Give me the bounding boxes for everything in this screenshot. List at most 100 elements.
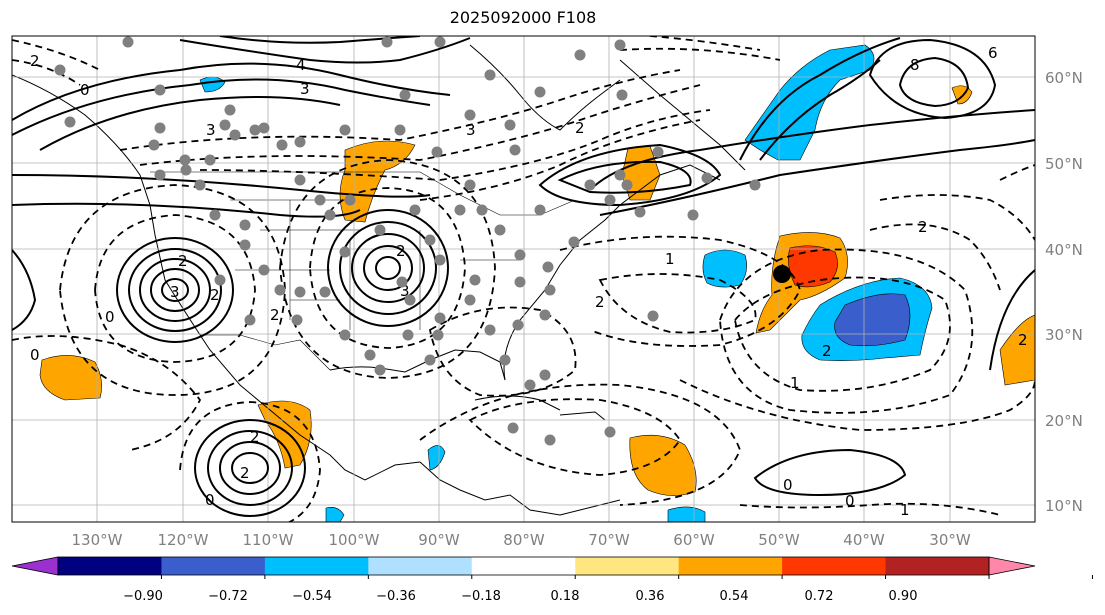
observation-dot: [454, 204, 466, 216]
hudson-bay: [469, 44, 621, 131]
contour-label: 0: [30, 346, 40, 364]
observation-dot: [499, 354, 511, 366]
colorbar-bin: [885, 557, 990, 575]
contour-label: 2: [240, 464, 250, 482]
observation-dot: [544, 434, 556, 446]
observation-dot: [402, 329, 414, 341]
dashed-contour-ne-1: [619, 47, 781, 61]
observation-dot: [647, 310, 659, 322]
observation-dot: [512, 319, 524, 331]
solid-contour-n4: [179, 37, 471, 64]
observation-dot: [534, 86, 546, 98]
lat-label: 30°N: [1045, 326, 1083, 344]
colorbar: [11, 556, 1093, 579]
lat-label: 60°N: [1045, 69, 1083, 87]
observation-dot: [374, 364, 386, 376]
observation-dot: [64, 116, 76, 128]
observation-dot: [494, 224, 506, 236]
observation-dot: [514, 276, 526, 288]
dashed-contour-atl-3: [734, 276, 951, 392]
dashed-contour-atl-2: [598, 273, 757, 334]
observation-dot: [749, 179, 761, 191]
contour-label: 3: [206, 121, 216, 139]
shade-darkblue-south-atlantic: [834, 293, 911, 347]
colorbar-extend-low: [11, 556, 59, 576]
observation-dot: [344, 194, 356, 206]
observation-dot: [381, 36, 393, 48]
shade-orange-caribbean: [629, 434, 697, 496]
observation-dot: [432, 329, 444, 341]
latitude-labels: 60°N 50°N 40°N 30°N 20°N 10°N: [1045, 69, 1083, 515]
observation-dot: [204, 154, 216, 166]
dashed-contour-atl-7: [869, 223, 1001, 291]
contour-label: 2: [270, 306, 280, 324]
observation-dot: [324, 209, 336, 221]
dashed-contour-caribbean-1: [468, 398, 682, 476]
lon-label: 110°W: [243, 531, 294, 549]
contour-label: 3: [300, 80, 310, 98]
contour-label: 2: [1018, 331, 1028, 349]
shade-blue-north-atlantic: [744, 44, 875, 161]
contour-label: 2: [210, 286, 220, 304]
dashed-contour-trough-1: [119, 69, 681, 151]
shade-orange-east-edge: [999, 314, 1035, 386]
observation-dot: [614, 39, 626, 51]
dashed-contour-atl-5: [679, 379, 1035, 431]
observation-dot: [154, 122, 166, 134]
solid-contour-n1: [12, 62, 451, 121]
observation-dot: [701, 172, 713, 184]
observation-dot: [424, 354, 436, 366]
observation-dot: [314, 194, 326, 206]
dashed-contour-mexico-1: [179, 401, 321, 522]
dashed-contour-caribbean-2: [419, 383, 741, 506]
contour-label: 2: [575, 119, 585, 137]
dashed-contour-ne-2: [649, 36, 761, 51]
lon-label: 90°W: [418, 531, 460, 549]
observation-dot: [148, 139, 160, 151]
observation-dot: [621, 179, 633, 191]
dashed-contour-west-2: [12, 59, 81, 86]
contour-label: 3: [466, 121, 476, 139]
observation-dot: [616, 89, 628, 101]
colorbar-bin: [471, 557, 576, 575]
observation-dot: [374, 224, 386, 236]
observation-dot: [214, 274, 226, 286]
observation-dot: [484, 69, 496, 81]
observation-dot: [434, 36, 446, 48]
colorbar-tick-label: 0.18: [551, 589, 580, 604]
solid-contour-n3: [39, 95, 341, 151]
observation-dot: [194, 179, 206, 191]
observation-dot: [291, 314, 303, 326]
contour-label: 1: [790, 374, 800, 392]
colorbar-frame: [57, 556, 990, 576]
solid-contour-east-edge: [989, 269, 1035, 371]
lon-label: 30°W: [929, 531, 971, 549]
observation-dot: [319, 286, 331, 298]
observation-dot: [568, 236, 580, 248]
observation-dot: [509, 144, 521, 156]
colorbar-bin: [678, 557, 783, 575]
observation-dot: [542, 261, 554, 273]
na-west-coast: [12, 74, 421, 481]
lon-label: 80°W: [503, 531, 545, 549]
colorbar-tick-label: −0.72: [208, 589, 248, 604]
contour-label: 4: [296, 56, 306, 74]
observation-dot: [687, 209, 699, 221]
observation-dot: [544, 284, 556, 296]
dashed-contour-gulf: [428, 306, 577, 397]
lat-label: 10°N: [1045, 497, 1083, 515]
colorbar-bin: [58, 557, 162, 575]
observation-dot: [584, 179, 596, 191]
contour-label: 2: [595, 293, 605, 311]
contour-label: 0: [205, 491, 215, 509]
observation-dot: [339, 246, 351, 258]
lon-label: 100°W: [329, 531, 380, 549]
observation-dot: [604, 426, 616, 438]
observation-dot: [574, 49, 586, 61]
contour-labels: 4 3 8 6 2 0 3 2 1 2 2 3 2 3 2 0 2 1 2 2 …: [30, 44, 1028, 519]
solid-contour-atlantic-4: [557, 160, 692, 194]
shade-orange-pacific: [39, 355, 102, 401]
dashed-contour-trough-2: [139, 84, 701, 166]
observation-dot: [209, 209, 221, 221]
longitude-labels: 130°W 120°W 110°W 100°W 90°W 80°W 70°W 6…: [72, 531, 971, 549]
